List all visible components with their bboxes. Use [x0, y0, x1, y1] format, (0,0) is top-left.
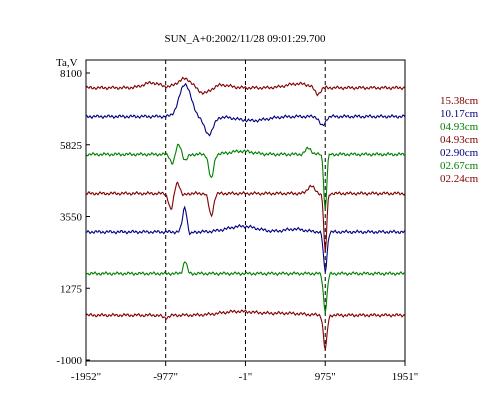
x-tick-label-3: 975" — [315, 371, 336, 383]
y-tick-label-4: -1000 — [56, 355, 82, 367]
y-tick-label-0: 8100 — [60, 68, 83, 80]
series-line-2 — [85, 143, 406, 211]
series-line-3 — [85, 181, 406, 253]
y-tick-label-2: 3550 — [60, 212, 83, 224]
x-axis-ticks: -1952" -977" -1" 975" 1951" — [71, 361, 418, 383]
y-axis-ticks: 8100 5825 3550 1275 -1000 — [56, 68, 90, 367]
series-line-6 — [85, 309, 406, 351]
y-axis-label: Ta,V — [56, 57, 78, 69]
legend-entry-1: 10.17cm — [440, 108, 479, 120]
x-tick-label-4: 1951" — [392, 371, 419, 383]
legend: 15.38cm10.17cm04.93cm04.93cm02.90cm02.67… — [440, 95, 479, 185]
legend-entry-6: 02.24cm — [440, 173, 479, 185]
y-tick-label-3: 1275 — [60, 283, 83, 295]
x-tick-label-0: -1952" — [71, 371, 101, 383]
legend-entry-0: 15.38cm — [440, 95, 479, 107]
series-lines — [85, 76, 406, 351]
legend-entry-2: 04.93cm — [440, 121, 479, 133]
series-line-4 — [85, 205, 406, 273]
chart-title: SUN_A+0:2002/11/28 09:01:29.700 — [164, 33, 326, 45]
legend-entry-5: 02.67cm — [440, 160, 479, 172]
series-line-1 — [85, 82, 406, 137]
x-tick-label-2: -1" — [239, 371, 253, 383]
y-tick-label-1: 5825 — [60, 140, 83, 152]
x-tick-label-1: -977" — [153, 371, 178, 383]
series-line-5 — [85, 261, 406, 314]
legend-entry-3: 04.93cm — [440, 134, 479, 146]
legend-entry-4: 02.90cm — [440, 147, 479, 159]
series-line-0 — [85, 76, 406, 97]
